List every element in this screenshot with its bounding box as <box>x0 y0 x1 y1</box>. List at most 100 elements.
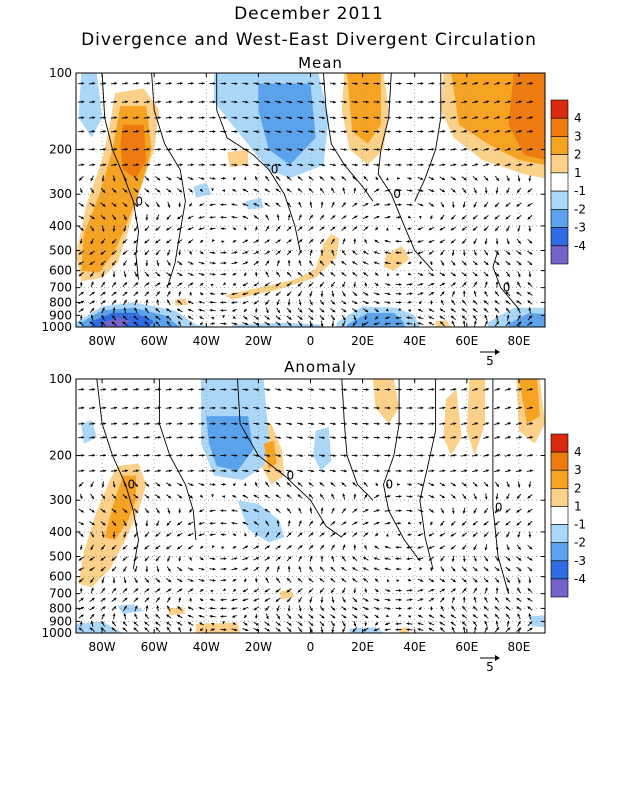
circulation-arrowhead <box>266 322 270 326</box>
circulation-arrowhead <box>300 436 304 440</box>
circulation-arrowhead <box>232 189 236 192</box>
circulation-arrowhead <box>299 556 302 560</box>
circulation-arrowhead <box>243 578 247 582</box>
circulation-arrowhead <box>409 436 413 439</box>
circulation-arrowhead <box>505 509 509 513</box>
panel-title: Anomaly <box>284 358 357 376</box>
circulation-arrowhead <box>507 388 511 391</box>
circulation-arrowhead <box>299 629 302 633</box>
circulation-arrowhead <box>452 495 456 499</box>
circulation-arrowhead <box>78 321 82 325</box>
circulation-arrowhead <box>190 100 194 104</box>
circulation-arrowhead <box>387 100 391 104</box>
circulation-arrowhead <box>91 189 94 193</box>
circulation-arrowhead <box>375 272 378 276</box>
circulation-arrowhead <box>331 249 335 253</box>
circulation-arrowhead <box>189 509 193 513</box>
circulation-arrowhead <box>461 533 465 537</box>
circulation-arrowhead <box>188 606 192 610</box>
colorbar-label: -3 <box>574 221 586 235</box>
circulation-arrowhead <box>376 607 380 610</box>
colorbar-swatch <box>550 154 569 174</box>
circulation-arrowhead <box>234 469 238 473</box>
circulation-arrowhead <box>135 495 139 499</box>
circulation-arrowhead <box>244 239 248 243</box>
circulation-arrowhead <box>310 615 314 619</box>
circulation-arrowhead <box>518 388 522 391</box>
circulation-arrowhead <box>275 283 279 287</box>
circulation-arrowhead <box>90 273 94 277</box>
circulation-arrowhead <box>300 116 304 120</box>
circulation-arrowhead <box>331 201 335 205</box>
circulation-arrowhead <box>441 282 445 286</box>
circulation-arrowhead <box>113 203 117 207</box>
circulation-arrowhead <box>417 628 421 631</box>
circulation-arrowhead <box>275 598 279 602</box>
zero-contour <box>237 379 343 538</box>
circulation-arrowhead <box>398 436 402 439</box>
circulation-arrowhead <box>234 116 238 120</box>
circulation-arrowhead <box>156 217 160 221</box>
circulation-arrowhead <box>398 606 402 610</box>
circulation-arrowhead <box>222 495 226 499</box>
circulation-arrowhead <box>417 622 421 626</box>
circulation-arrowhead <box>124 597 128 601</box>
y-tick-label: 400 <box>49 525 72 539</box>
circulation-arrowhead <box>529 388 533 391</box>
circulation-arrowhead <box>101 484 105 488</box>
circulation-arrowhead <box>122 321 126 325</box>
circulation-arrowhead <box>462 522 465 526</box>
circulation-arrowhead <box>441 189 445 193</box>
circulation-arrowhead <box>78 567 82 571</box>
circulation-arrowhead <box>384 251 388 255</box>
circulation-arrowhead <box>352 261 356 265</box>
circulation-arrowhead <box>256 148 260 151</box>
circulation-arrowhead <box>286 283 290 287</box>
circulation-arrowhead <box>134 579 138 583</box>
circulation-arrowhead <box>387 589 391 592</box>
y-tick-label: 700 <box>49 281 72 295</box>
circulation-arrowhead <box>91 614 95 618</box>
circulation-arrowhead <box>178 291 182 295</box>
colorbar-label: 4 <box>574 111 582 125</box>
circulation-arrowhead <box>156 291 160 295</box>
circulation-arrowhead <box>278 388 282 391</box>
circulation-arrowhead <box>409 148 413 151</box>
circulation-arrowhead <box>473 558 477 562</box>
circulation-arrowhead <box>103 406 107 410</box>
circulation-arrowhead <box>102 216 106 220</box>
circulation-arrowhead <box>234 322 238 326</box>
circulation-arrowhead <box>135 189 139 193</box>
circulation-arrowhead <box>190 579 194 582</box>
circulation-arrowhead <box>253 494 257 498</box>
circulation-arrowhead <box>354 599 357 602</box>
circulation-arrowhead <box>352 556 356 560</box>
circulation-arrowhead <box>114 453 118 457</box>
circulation-arrowhead <box>363 482 367 486</box>
circulation-arrowhead <box>429 568 433 571</box>
circulation-arrowhead <box>166 240 170 244</box>
circulation-arrowhead <box>113 606 117 610</box>
circulation-arrowhead <box>256 422 260 426</box>
circulation-arrowhead <box>223 588 227 591</box>
circulation-arrowhead <box>288 309 292 313</box>
circulation-arrowhead <box>341 176 345 180</box>
circulation-arrowhead <box>112 307 116 311</box>
circulation-arrowhead <box>505 203 509 207</box>
circulation-arrowhead <box>322 163 325 167</box>
circulation-arrowhead <box>147 147 150 151</box>
circulation-arrowhead <box>322 469 325 473</box>
circulation-arrowhead <box>365 301 369 304</box>
circulation-arrowhead <box>278 116 282 120</box>
circulation-arrowhead <box>494 300 498 304</box>
circulation-arrowhead <box>529 82 533 85</box>
circulation-arrowhead <box>385 533 389 537</box>
circulation-arrowhead <box>234 261 238 265</box>
circulation-arrowhead <box>266 316 270 320</box>
circulation-arrowhead <box>288 316 292 320</box>
circulation-arrowhead <box>256 454 260 457</box>
circulation-arrowhead <box>223 454 227 457</box>
circulation-arrowhead <box>463 588 467 592</box>
circulation-arrowhead <box>254 272 258 275</box>
